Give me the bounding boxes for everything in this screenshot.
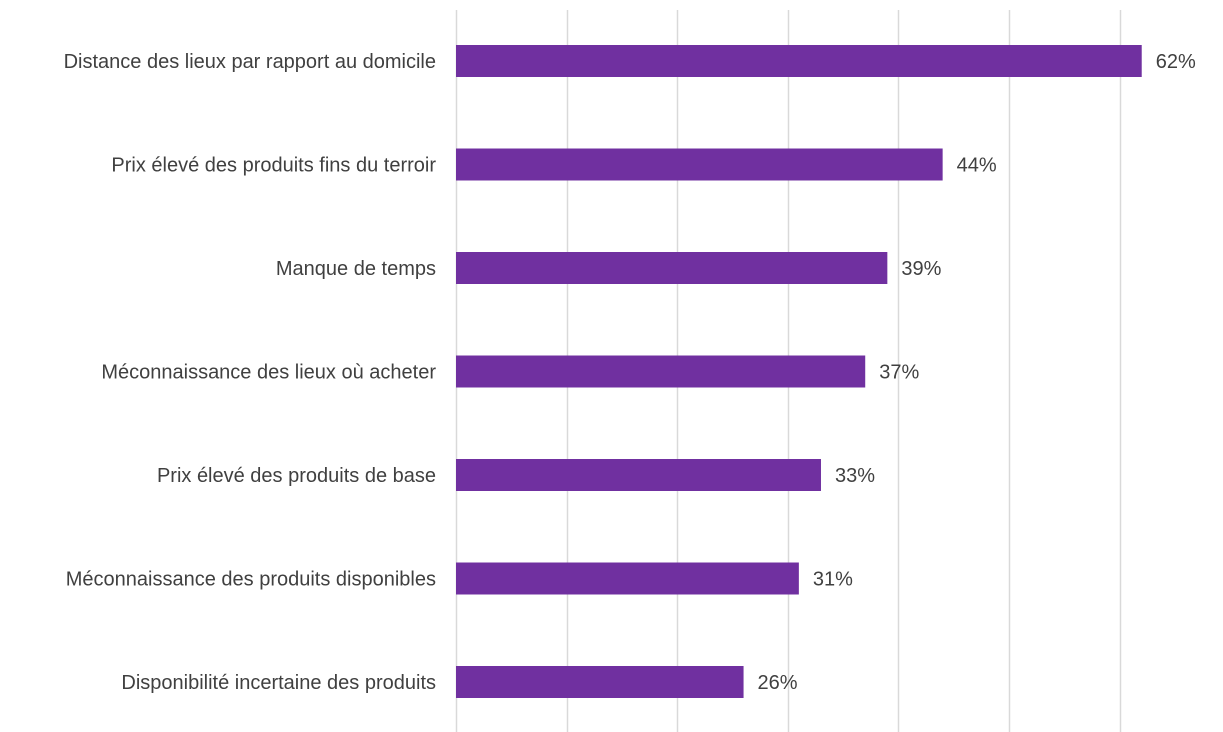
category-labels: Distance des lieux par rapport au domici…: [64, 51, 437, 694]
bar: [456, 148, 943, 181]
bar: [456, 252, 888, 284]
category-label: Disponibilité incertaine des produits: [121, 672, 436, 694]
data-label: 26%: [758, 672, 798, 694]
category-label: Prix élevé des produits fins du terroir: [111, 155, 436, 177]
data-label: 31%: [813, 569, 853, 591]
bar: [456, 45, 1142, 77]
data-label: 62%: [1156, 51, 1196, 73]
category-label: Distance des lieux par rapport au domici…: [64, 51, 436, 73]
category-label: Méconnaissance des produits disponibles: [66, 569, 436, 591]
bar: [456, 666, 744, 698]
bar: [456, 355, 866, 388]
data-labels: 62% 44% 39% 37% 33% 31% 26%: [758, 51, 1196, 694]
bar: [456, 562, 799, 595]
data-label: 33%: [835, 465, 875, 487]
data-label: 39%: [901, 258, 941, 280]
data-label: 37%: [879, 362, 919, 384]
bars: [456, 45, 1142, 698]
bar: [456, 459, 821, 491]
category-label: Prix élevé des produits de base: [157, 465, 436, 487]
data-label: 44%: [957, 155, 997, 177]
category-label: Méconnaissance des lieux où acheter: [101, 362, 436, 384]
category-label: Manque de temps: [276, 258, 436, 280]
